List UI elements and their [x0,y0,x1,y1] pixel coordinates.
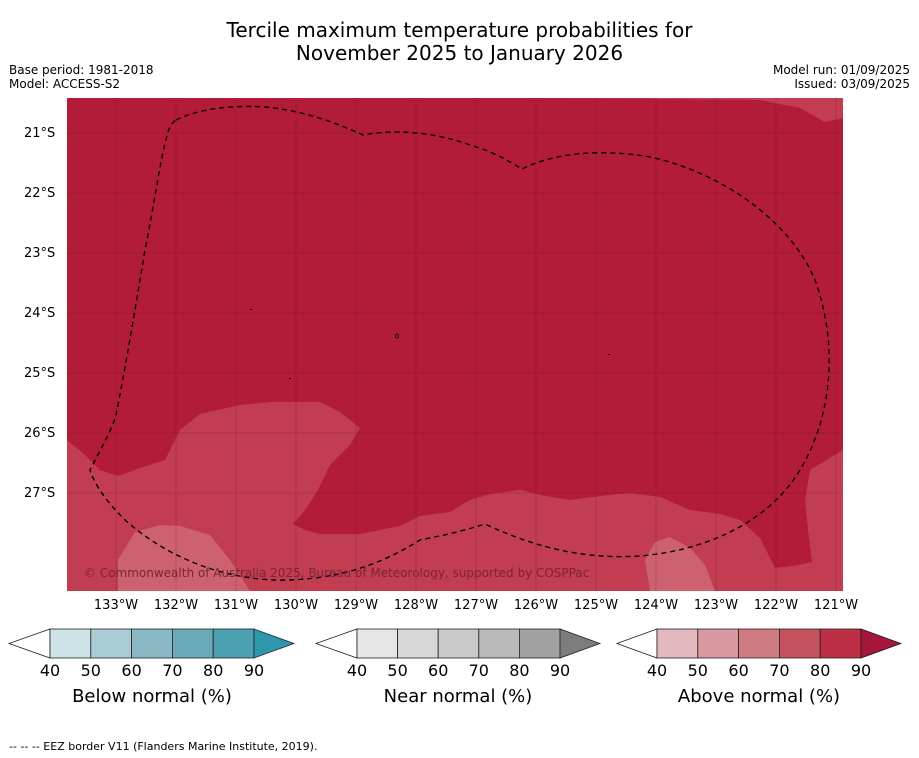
colorbar-near-tick: 80 [509,661,530,680]
meta-right: Model run: 01/09/2025 Issued: 03/09/2025 [773,63,910,91]
title-line-1: Tercile maximum temperature probabilitie… [226,18,693,42]
lon-label: 122°W [753,598,799,613]
colorbar-above-segment [656,628,699,659]
colorbar-near-tick: 50 [387,661,408,680]
colorbar-near-segment [478,628,520,659]
title-line-2: November 2025 to January 2026 [295,41,624,65]
colorbar-near-label: Near normal (%) [383,686,533,707]
lon-label: 125°W [573,598,619,613]
colorbar-below-segment [49,628,92,659]
above-70-80-region [67,402,843,591]
lat-label: 25°S [24,366,56,381]
colorbar-above-min-triangle [615,628,658,659]
colorbar-above-tick: 80 [810,661,831,680]
lat-label: 22°S [24,186,56,201]
lon-label: 131°W [213,598,259,613]
colorbar-below-tick: 70 [162,661,183,680]
colorbar-above-tick: 70 [769,661,790,680]
colorbar-above-tick: 60 [728,661,749,680]
eez-border [89,105,830,581]
colorbar-below-tick: 80 [203,661,224,680]
colorbar-below-segment [171,628,214,659]
colorbar-above-tick: 40 [646,661,668,680]
graticule [67,98,843,591]
lon-label: 130°W [273,598,319,613]
issued-date: Issued: 03/09/2025 [794,77,910,91]
chart-title: Tercile maximum temperature probabilitie… [0,19,919,65]
lat-label: 21°S [24,126,56,141]
colorbar-near-tick: 90 [549,661,571,680]
colorbar-near-min-triangle [314,628,358,659]
colorbar-above-segment [738,628,780,659]
colorbar-below-label: Below normal (%) [72,686,232,707]
model-name: Model: ACCESS-S2 [9,77,121,91]
base-period: Base period: 1981-2018 [9,63,154,77]
above-60-70-region [118,525,250,591]
island-markers [250,309,610,379]
footer-note: -- -- -- EEZ border V11 (Flanders Marine… [9,740,318,753]
colorbar-below [7,628,296,659]
lat-label: 26°S [24,426,56,441]
lon-label: 132°W [153,598,199,613]
colorbar-above-tick: 50 [687,661,708,680]
colorbar-below-max-triangle [253,628,296,659]
colorbar-below-tick: 40 [39,661,61,680]
lon-label: 127°W [453,598,499,613]
copyright-text: © Commonwealth of Australia 2025, Bureau… [84,566,589,580]
colorbar-near [314,628,602,659]
colorbar-near-segment [437,628,480,659]
colorbar-near-segment [356,628,398,659]
lon-label: 126°W [513,598,559,613]
colorbar-above-segment [697,628,739,659]
colorbar-near-max-triangle [559,628,602,659]
colorbar-above-max-triangle [860,628,903,659]
colorbar-above-segment [779,628,821,659]
colorbar-below-tick: 60 [121,661,142,680]
meta-left: Base period: 1981-2018 Model: ACCESS-S2 [9,63,154,91]
lon-label: 128°W [393,598,439,613]
lon-label: 133°W [93,598,139,613]
lon-label: 121°W [813,598,859,613]
lon-label: 123°W [693,598,739,613]
colorbar-above-tick: 90 [850,661,872,680]
colorbar-near-segment [397,628,439,659]
lon-label: 129°W [333,598,379,613]
colorbar-below-tick: 50 [80,661,101,680]
colorbar-below-segment [90,628,133,659]
lat-label: 24°S [24,306,56,321]
lat-label: 27°S [24,486,56,501]
colorbar-below-segment [212,628,255,659]
above-70-80-region [560,98,843,122]
colorbar-above-segment [819,628,862,659]
model-run: Model run: 01/09/2025 [772,63,910,77]
colorbar-above-label: Above normal (%) [677,686,841,707]
lat-label: 23°S [24,246,56,261]
colorbar-below-tick: 90 [243,661,265,680]
colorbar-near-tick: 40 [346,661,368,680]
lon-label: 124°W [633,598,679,613]
colorbar-below-segment [131,628,173,659]
above-60-70-region [645,537,715,591]
colorbar-near-tick: 70 [468,661,489,680]
colorbar-below-min-triangle [7,628,51,659]
colorbar-above [615,628,903,659]
colorbar-near-tick: 60 [428,661,449,680]
colorbar-near-segment [519,628,561,659]
